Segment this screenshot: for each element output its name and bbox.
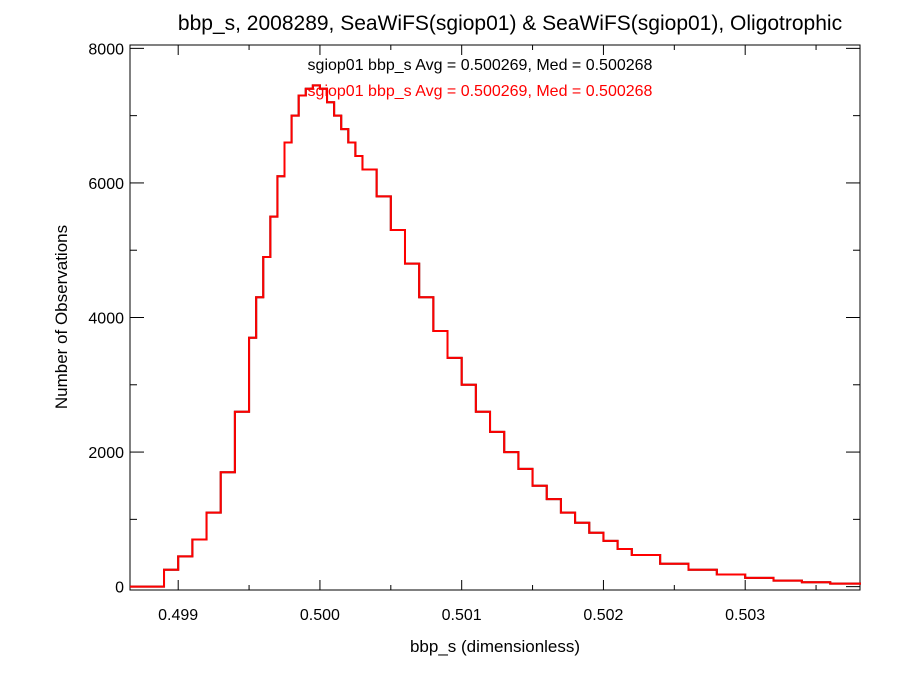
y-tick-label: 0 [115,580,124,597]
annotation-black: sgiop01 bbp_s Avg = 0.500269, Med = 0.50… [308,57,653,74]
y-axis-label: Number of Observations [52,225,71,409]
y-tick-label: 4000 [88,311,124,328]
x-axis-label: bbp_s (dimensionless) [410,637,580,656]
chart-title: bbp_s, 2008289, SeaWiFS(sgiop01) & SeaWi… [178,12,842,35]
axis-ticks [130,45,860,590]
annotation-red: sgiop01 bbp_s Avg = 0.500269, Med = 0.50… [308,83,653,100]
x-tick-label: 0.499 [158,607,198,624]
y-tick-label: 6000 [88,176,124,193]
plot-frame [129,44,861,591]
x-tick-label: 0.501 [442,607,482,624]
x-tick-label: 0.502 [583,607,623,624]
x-tick-label: 0.503 [725,607,765,624]
series-layer [130,84,861,588]
x-tick-label: 0.500 [300,607,340,624]
histogram-series-0 [130,84,861,588]
histogram-series-1 [130,84,861,588]
axis-tick-labels: 0.499 0.500 0.501 0.502 0.503 0 2000 4000 6000 80… [88,41,765,624]
y-tick-label: 8000 [88,41,124,58]
y-tick-label: 2000 [88,445,124,462]
